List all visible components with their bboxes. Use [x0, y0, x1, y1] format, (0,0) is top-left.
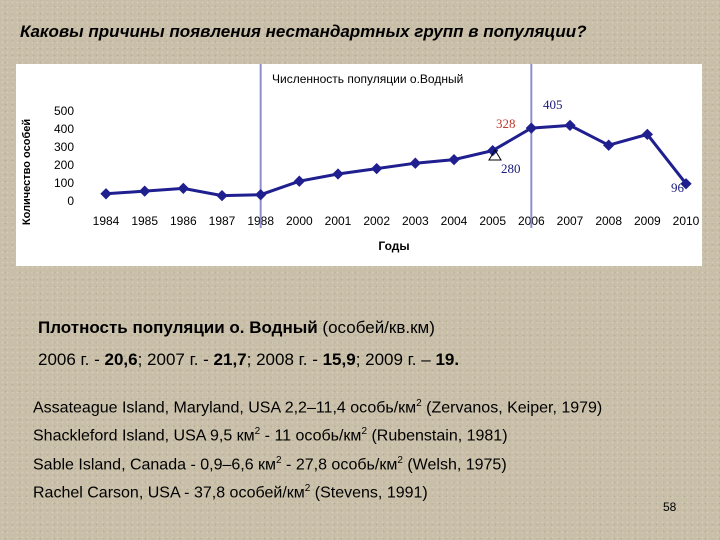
- density-v1: 20,6: [104, 350, 138, 369]
- x-tick-labels: 1984198519861987198820002001200220032004…: [93, 214, 700, 228]
- y-tick-label: 200: [54, 158, 74, 172]
- annotation-96: 96: [671, 180, 684, 195]
- data-point-marker: [177, 182, 189, 195]
- ref-text: Shackleford Island, USA 9,5 км: [33, 427, 255, 445]
- slide-title: Каковы причины появления нестандартных г…: [20, 22, 587, 41]
- annotation-280: 280: [501, 161, 521, 176]
- ref-text: - 11 особь/км: [260, 427, 362, 445]
- data-point-marker: [448, 153, 460, 166]
- density-v1-prefix: 2006 г. -: [38, 350, 105, 369]
- ref-text: (Welsh, 1975): [402, 456, 507, 474]
- ref-sup: 2: [361, 426, 367, 437]
- data-point-marker: [564, 119, 576, 132]
- data-point-marker: [293, 175, 305, 187]
- y-tick-label: 0: [67, 194, 74, 208]
- data-point-marker: [603, 139, 615, 151]
- population-chart: Численность популяции о.Водный Количеств…: [16, 64, 702, 266]
- chart-x-axis-label: Годы: [378, 239, 409, 253]
- reference-shackleford: Shackleford Island, USA 9,5 км2 - 11 осо…: [33, 426, 508, 445]
- series-markers: [100, 119, 692, 202]
- density-title-bold: Плотность популяции о. Водный: [38, 318, 318, 337]
- x-tick-label: 2004: [441, 214, 468, 228]
- ref-text: Sable Island, Canada - 0,9–6,6 км: [33, 456, 277, 474]
- density-v4-prefix: ; 2009 г. –: [355, 350, 436, 369]
- data-point-marker: [371, 162, 383, 175]
- chart-title: Численность популяции о.Водный: [272, 72, 463, 86]
- ref-sup: 2: [254, 426, 261, 437]
- y-tick-labels: 0 100 200 300 400 500: [54, 104, 74, 208]
- chart-svg: Численность популяции о.Водный Количеств…: [21, 64, 700, 253]
- x-tick-label: 2010: [673, 214, 700, 228]
- reference-sable: Sable Island, Canada - 0,9–6,6 км2 - 27,…: [33, 455, 507, 474]
- x-tick-label: 2002: [363, 214, 390, 228]
- x-tick-label: 2008: [595, 214, 622, 228]
- ref-sup: 2: [304, 483, 311, 494]
- density-v4: 19.: [435, 350, 460, 369]
- x-tick-label: 1984: [93, 214, 120, 228]
- x-tick-label: 2000: [286, 214, 313, 228]
- x-tick-label: 1986: [170, 214, 197, 228]
- data-point-marker: [487, 144, 499, 157]
- density-values: 2006 г. - 20,6; 2007 г. - 21,7; 2008 г. …: [38, 350, 459, 370]
- density-v3: 15,9: [322, 350, 356, 369]
- reference-rachel-carson: Rachel Carson, USA - 37,8 особей/км2 (St…: [33, 483, 428, 502]
- x-tick-label: 2009: [634, 214, 661, 228]
- density-v3-prefix: ; 2008 г. -: [246, 350, 323, 369]
- triangle-marker-icon: [488, 149, 502, 161]
- ref-text: (Zervanos, Keiper, 1979): [421, 399, 603, 417]
- data-point-marker: [641, 128, 653, 141]
- chart-y-axis-label: Количество особей: [21, 119, 33, 225]
- ref-text: - 27,8 особь/км: [281, 456, 398, 474]
- data-point-marker: [332, 168, 344, 180]
- density-v2-prefix: ; 2007 г. -: [137, 350, 214, 369]
- y-tick-label: 400: [54, 122, 74, 136]
- x-tick-label: 2007: [557, 214, 584, 228]
- annotation-405: 405: [543, 97, 563, 112]
- x-tick-label: 2001: [325, 214, 352, 228]
- density-title: Плотность популяции о. Водный (особей/кв…: [38, 318, 435, 338]
- reference-assateague: Assateague Island, Maryland, USA 2,2–11,…: [33, 398, 602, 417]
- ref-text: (Stevens, 1991): [310, 484, 428, 502]
- data-point-marker: [100, 188, 112, 200]
- x-tick-label: 2005: [479, 214, 506, 228]
- data-point-marker: [139, 185, 151, 197]
- data-point-marker: [216, 189, 228, 202]
- y-tick-label: 100: [54, 176, 74, 190]
- vertical-lines: [259, 64, 533, 228]
- ref-sup: 2: [416, 398, 422, 409]
- data-point-marker: [255, 189, 267, 201]
- ref-sup: 2: [276, 455, 282, 466]
- x-tick-label: 1985: [131, 214, 158, 228]
- x-tick-label: 2003: [402, 214, 429, 228]
- density-title-unit: (особей/кв.км): [317, 318, 435, 337]
- data-point-marker: [409, 157, 421, 169]
- ref-text: Assateague Island, Maryland, USA 2,2–11,…: [33, 399, 417, 417]
- x-tick-label: 1987: [209, 214, 236, 228]
- y-tick-label: 300: [54, 140, 74, 154]
- series-line: [105, 123, 688, 198]
- y-tick-label: 500: [54, 104, 74, 118]
- ref-text: Rachel Carson, USA - 37,8 особей/км: [33, 484, 305, 502]
- ref-sup: 2: [397, 455, 403, 466]
- annotation-328: 328: [496, 116, 516, 131]
- page-number: 58: [663, 500, 677, 514]
- density-v2: 21,7: [213, 350, 247, 369]
- ref-text: (Rubenstain, 1981): [367, 427, 508, 445]
